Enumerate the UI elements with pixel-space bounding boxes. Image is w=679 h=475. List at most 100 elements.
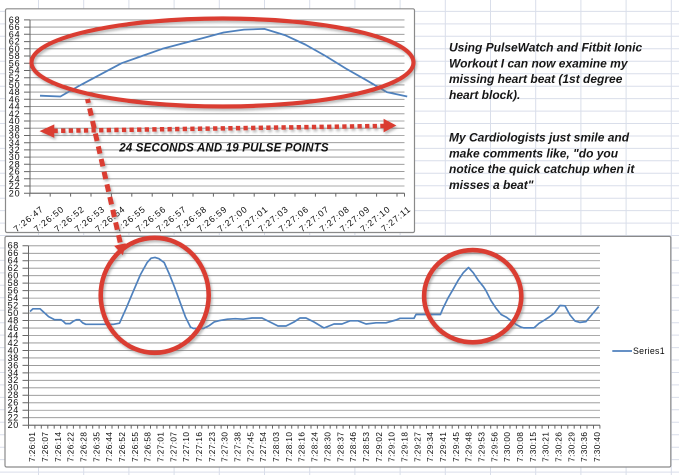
svg-text:7:28:37: 7:28:37: [336, 432, 345, 462]
svg-text:Series1: Series1: [633, 346, 665, 356]
svg-text:24: 24: [9, 174, 21, 184]
svg-text:64: 64: [9, 29, 21, 39]
svg-text:heart block).: heart block).: [449, 88, 520, 102]
svg-text:7:27:10: 7:27:10: [182, 432, 191, 462]
svg-text:7:28:24: 7:28:24: [311, 432, 320, 462]
svg-text:7:30:29: 7:30:29: [567, 432, 576, 462]
svg-text:7:29:34: 7:29:34: [426, 432, 435, 462]
svg-text:54: 54: [8, 293, 19, 303]
svg-text:7:27:45: 7:27:45: [246, 432, 255, 462]
svg-text:52: 52: [8, 301, 19, 311]
svg-text:60: 60: [9, 44, 21, 54]
svg-text:make comments like, "do you: make comments like, "do you: [449, 146, 619, 160]
svg-text:7:27:30: 7:27:30: [221, 432, 230, 462]
svg-text:44: 44: [8, 330, 19, 340]
svg-text:7:26:22: 7:26:22: [67, 432, 76, 462]
svg-text:32: 32: [9, 145, 21, 155]
svg-text:20: 20: [9, 188, 21, 198]
svg-text:7:30:15: 7:30:15: [529, 432, 538, 462]
svg-text:7:27:16: 7:27:16: [195, 432, 204, 462]
svg-text:28: 28: [9, 159, 21, 169]
svg-text:7:28:10: 7:28:10: [285, 432, 294, 462]
svg-text:7:30:40: 7:30:40: [593, 432, 602, 462]
svg-text:50: 50: [9, 80, 21, 90]
svg-text:20: 20: [8, 420, 19, 430]
svg-text:32: 32: [8, 375, 19, 385]
svg-text:24 SECONDS AND 19 PULSE POINTS: 24 SECONDS AND 19 PULSE POINTS: [118, 142, 329, 154]
svg-text:62: 62: [9, 37, 21, 47]
svg-text:7:28:53: 7:28:53: [362, 432, 371, 462]
svg-text:34: 34: [8, 368, 19, 378]
svg-text:44: 44: [9, 102, 21, 112]
svg-text:7:27:01: 7:27:01: [157, 432, 166, 462]
svg-text:missing heart beat (1st degree: missing heart beat (1st degree: [449, 72, 623, 86]
svg-text:66: 66: [9, 22, 21, 32]
svg-text:7:26:35: 7:26:35: [92, 432, 101, 462]
svg-text:7:29:27: 7:29:27: [413, 432, 422, 462]
svg-text:7:29:18: 7:29:18: [401, 432, 410, 462]
svg-text:24: 24: [8, 405, 19, 415]
svg-text:7:30:00: 7:30:00: [503, 432, 512, 462]
svg-text:misses a beat": misses a beat": [449, 178, 534, 192]
svg-text:40: 40: [9, 116, 21, 126]
svg-text:Using PulseWatch and Fitbit Io: Using PulseWatch and Fitbit Ionic: [449, 41, 642, 55]
svg-text:48: 48: [8, 315, 19, 325]
svg-text:7:29:10: 7:29:10: [388, 432, 397, 462]
svg-text:My Cardiologists just smile an: My Cardiologists just smile and: [449, 131, 630, 145]
svg-text:22: 22: [9, 181, 21, 191]
svg-text:7:30:21: 7:30:21: [542, 432, 551, 462]
svg-text:7:26:58: 7:26:58: [144, 432, 153, 462]
svg-text:36: 36: [8, 360, 19, 370]
svg-text:Workout I can now examine my: Workout I can now examine my: [449, 56, 629, 70]
svg-text:7:29:56: 7:29:56: [490, 432, 499, 462]
svg-text:68: 68: [9, 15, 21, 25]
svg-text:notice the quick catchup when: notice the quick catchup when it: [449, 162, 635, 176]
svg-text:56: 56: [9, 58, 21, 68]
svg-text:7:28:03: 7:28:03: [272, 432, 281, 462]
svg-text:7:30:08: 7:30:08: [516, 432, 525, 462]
svg-text:7:29:53: 7:29:53: [478, 432, 487, 462]
svg-text:56: 56: [8, 286, 19, 296]
svg-text:62: 62: [8, 263, 19, 273]
svg-text:34: 34: [9, 138, 21, 148]
svg-text:38: 38: [9, 123, 21, 133]
svg-text:7:30:36: 7:30:36: [580, 432, 589, 462]
svg-text:7:26:28: 7:26:28: [80, 432, 89, 462]
svg-text:7:28:16: 7:28:16: [298, 432, 307, 462]
svg-text:7:30:26: 7:30:26: [555, 432, 564, 462]
svg-text:30: 30: [9, 152, 21, 162]
svg-text:42: 42: [8, 338, 19, 348]
svg-text:7:27:23: 7:27:23: [208, 432, 217, 462]
svg-text:7:27:38: 7:27:38: [234, 432, 243, 462]
svg-text:7:28:30: 7:28:30: [323, 432, 332, 462]
svg-text:66: 66: [8, 248, 19, 258]
svg-text:28: 28: [8, 390, 19, 400]
svg-text:36: 36: [9, 131, 21, 141]
svg-text:52: 52: [9, 73, 21, 83]
svg-text:58: 58: [9, 51, 21, 61]
svg-text:54: 54: [9, 66, 21, 76]
svg-text:7:28:46: 7:28:46: [349, 432, 358, 462]
svg-text:64: 64: [8, 256, 19, 266]
svg-text:7:27:54: 7:27:54: [259, 432, 268, 462]
svg-text:26: 26: [8, 398, 19, 408]
svg-text:46: 46: [9, 94, 21, 104]
svg-text:26: 26: [9, 167, 21, 177]
svg-text:7:29:45: 7:29:45: [452, 432, 461, 462]
svg-text:7:26:14: 7:26:14: [54, 432, 63, 462]
svg-text:22: 22: [8, 413, 19, 423]
svg-text:7:26:52: 7:26:52: [118, 432, 127, 462]
svg-text:7:26:44: 7:26:44: [105, 432, 114, 462]
svg-text:7:29:48: 7:29:48: [465, 432, 474, 462]
svg-text:58: 58: [8, 278, 19, 288]
svg-text:7:29:02: 7:29:02: [375, 432, 384, 462]
svg-text:7:26:55: 7:26:55: [131, 432, 140, 462]
svg-text:60: 60: [8, 271, 19, 281]
svg-text:7:26:07: 7:26:07: [41, 432, 50, 462]
svg-text:46: 46: [8, 323, 19, 333]
svg-text:7:29:41: 7:29:41: [439, 432, 448, 462]
svg-text:50: 50: [8, 308, 19, 318]
svg-text:40: 40: [8, 345, 19, 355]
svg-text:38: 38: [8, 353, 19, 363]
svg-text:7:27:07: 7:27:07: [169, 432, 178, 462]
